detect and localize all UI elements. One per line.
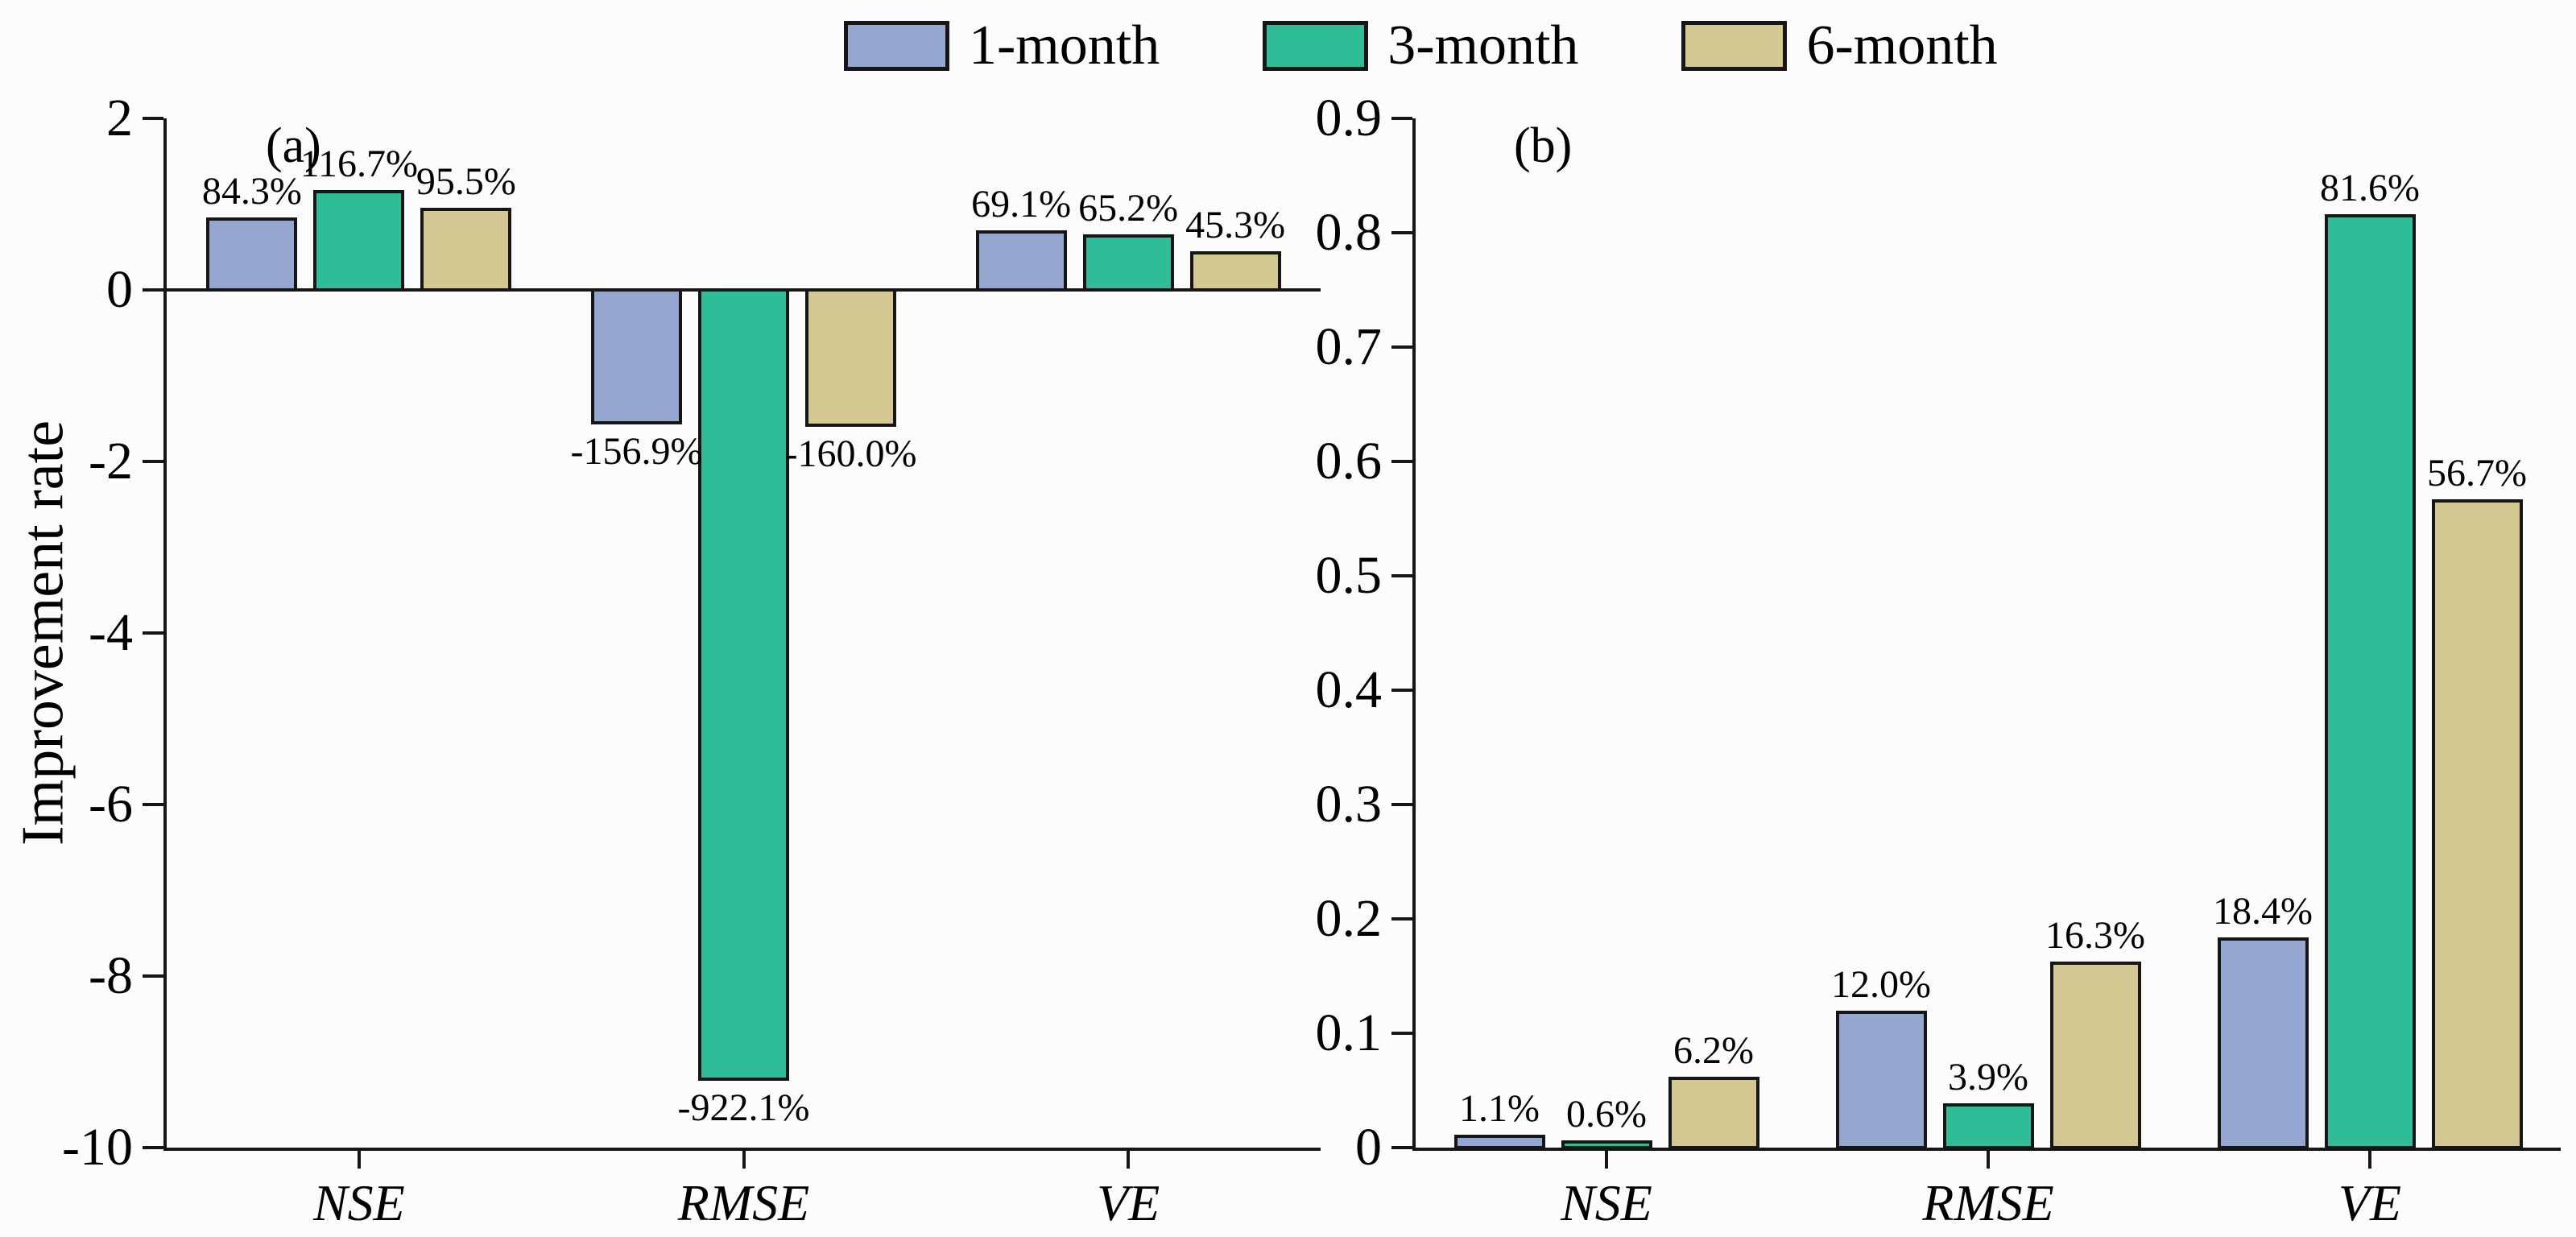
panel-b-tag: (b) — [1514, 118, 1573, 173]
legend-swatch-6-month — [1681, 21, 1788, 71]
x-tick — [742, 1151, 746, 1169]
category-label-ve: VE — [2338, 1174, 2402, 1231]
y-tick-label: 0 — [106, 260, 133, 319]
panel-a-tag: (a) — [266, 118, 321, 173]
y-tick — [1391, 117, 1412, 120]
category-label-nse: NSE — [312, 1174, 405, 1231]
x-axis-spine — [1412, 1148, 2561, 1151]
bar-6-month-nse — [1668, 1076, 1759, 1149]
x-tick — [1605, 1151, 1608, 1169]
bar-value-label: 6.2% — [1673, 1028, 1754, 1072]
y-tick-label: -4 — [89, 603, 133, 662]
y-tick — [1391, 1032, 1412, 1035]
y-tick-label: 0.2 — [1315, 889, 1383, 948]
bar-value-label: 3.9% — [1948, 1055, 2028, 1098]
category-label-nse: NSE — [1561, 1174, 1652, 1231]
y-axis-spine — [163, 118, 167, 1151]
category-label-rmse: RMSE — [677, 1174, 810, 1231]
bar-1-month-ve — [2217, 937, 2309, 1149]
bar-value-label: -922.1% — [677, 1086, 810, 1130]
y-tick — [1391, 1146, 1412, 1149]
y-tick-label: -2 — [89, 432, 133, 490]
x-tick — [1987, 1151, 1990, 1169]
y-tick-label: -8 — [89, 946, 133, 1005]
y-tick-label: 0.9 — [1315, 89, 1383, 147]
bar-value-label: 1.1% — [1459, 1087, 1540, 1131]
y-tick — [1391, 689, 1412, 692]
bar-value-label: 16.3% — [2045, 913, 2145, 957]
bar-value-label: 116.7% — [300, 142, 418, 185]
legend-swatch-3-month — [1263, 21, 1369, 71]
bar-value-label: 81.6% — [2320, 167, 2420, 210]
bar-value-label: -160.0% — [784, 432, 917, 476]
bar-value-label: 0.6% — [1566, 1093, 1647, 1136]
bar-1-month-rmse — [591, 288, 682, 425]
y-tick-label: 0.7 — [1315, 317, 1383, 376]
bar-value-label: 56.7% — [2427, 451, 2527, 494]
bar-1-month-rmse — [1835, 1010, 1927, 1149]
y-tick — [1391, 917, 1412, 921]
x-tick — [357, 1151, 361, 1169]
y-tick-label: 0.6 — [1315, 432, 1383, 490]
y-tick — [1391, 460, 1412, 463]
bar-6-month-ve — [2431, 499, 2523, 1149]
y-tick-label: 0.8 — [1315, 203, 1383, 262]
y-tick — [143, 288, 163, 292]
y-tick-label: 0.1 — [1315, 1003, 1383, 1062]
x-axis-spine — [163, 1148, 1321, 1151]
y-tick-label: 0.4 — [1315, 660, 1383, 719]
y-tick-label: 2 — [106, 89, 133, 147]
bar-3-month-nse — [1561, 1140, 1652, 1149]
y-axis-spine — [1412, 118, 1416, 1151]
y-tick-label: 0.3 — [1315, 775, 1383, 834]
bar-6-month-ve — [1189, 250, 1281, 292]
y-tick — [143, 974, 163, 978]
category-label-rmse: RMSE — [1922, 1174, 2054, 1231]
y-tick — [1391, 345, 1412, 349]
legend-item-1-month: 1-month — [844, 18, 1160, 74]
y-tick-label: -6 — [89, 775, 133, 834]
x-tick — [1127, 1151, 1131, 1169]
bar-1-month-ve — [975, 230, 1067, 292]
y-tick — [1391, 803, 1412, 806]
bar-6-month-nse — [420, 208, 512, 292]
legend-label-1-month: 1-month — [969, 14, 1160, 77]
y-tick-label: 0.5 — [1315, 546, 1383, 605]
bar-value-label: 95.5% — [416, 160, 516, 204]
y-tick-label: 0 — [1355, 1118, 1382, 1177]
y-tick — [1391, 231, 1412, 234]
bar-value-label: 69.1% — [971, 183, 1072, 226]
y-tick — [143, 631, 163, 635]
bar-value-label: 18.4% — [2213, 889, 2313, 933]
bar-6-month-rmse — [805, 288, 896, 428]
bar-3-month-nse — [313, 189, 405, 292]
bar-value-label: 84.3% — [201, 170, 302, 213]
bar-value-label: 65.2% — [1078, 186, 1179, 230]
y-tick — [143, 1146, 163, 1149]
legend-label-3-month: 3-month — [1387, 14, 1579, 77]
legend-item-3-month: 3-month — [1263, 18, 1578, 74]
bar-value-label: 45.3% — [1185, 203, 1286, 246]
bar-3-month-ve — [1082, 234, 1174, 292]
y-tick — [143, 460, 163, 463]
legend-item-6-month: 6-month — [1681, 14, 1998, 77]
y-tick-label: -10 — [62, 1118, 133, 1177]
bar-value-label: -156.9% — [570, 430, 703, 474]
y-tick — [143, 803, 163, 806]
bar-6-month-rmse — [2049, 961, 2141, 1149]
category-label-ve: VE — [1097, 1174, 1160, 1231]
bar-value-label: 12.0% — [1831, 962, 1931, 1006]
x-tick — [2368, 1151, 2371, 1169]
bar-1-month-nse — [1453, 1135, 1545, 1149]
bar-3-month-ve — [2324, 214, 2416, 1149]
legend-label-6-month: 6-month — [1806, 14, 1998, 77]
y-tick — [143, 117, 163, 120]
bar-1-month-nse — [206, 217, 298, 292]
bar-3-month-rmse — [698, 288, 789, 1082]
legend: 1-month 3-month 6-month — [844, 18, 1998, 74]
legend-swatch-1-month — [844, 21, 949, 71]
bar-3-month-rmse — [1942, 1103, 2034, 1149]
y-tick — [1391, 574, 1412, 577]
